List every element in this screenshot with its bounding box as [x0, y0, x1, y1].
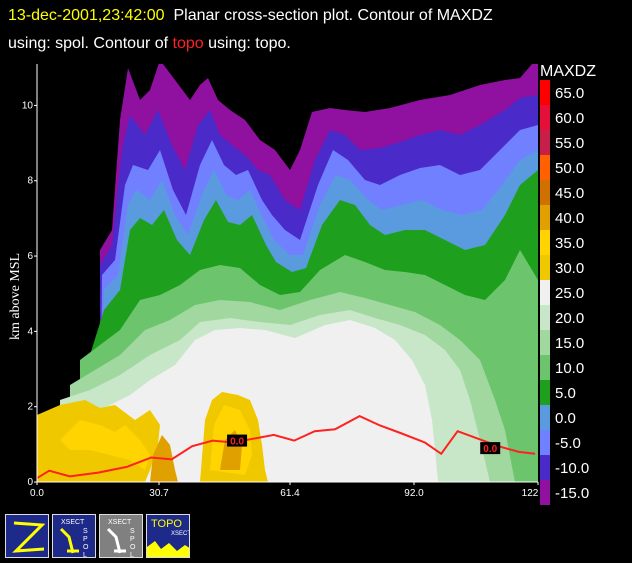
topo-contour-label: 0.0: [230, 437, 244, 448]
legend-label: 30.0: [555, 260, 584, 277]
legend-swatch: [540, 180, 550, 205]
x-tick-label: 92.0: [404, 488, 424, 499]
legend-swatch: [540, 80, 550, 105]
topo-line: [36, 414, 536, 480]
svg-text:O: O: [83, 544, 89, 551]
plot-title-line-1: 13-dec-2001,23:42:00 Planar cross-sectio…: [8, 7, 493, 25]
zoom-icon: [12, 521, 46, 553]
legend-label: 25.0: [555, 285, 584, 302]
band-35-left: [60, 420, 150, 470]
zoom-button[interactable]: [5, 514, 49, 558]
topo-contour-label: 0.0: [483, 444, 497, 455]
topo-icon: TOPO XSECT: [147, 518, 190, 557]
title-text-b: using: topo.: [203, 35, 291, 52]
legend-swatch: [540, 230, 550, 255]
legend-label: 35.0: [555, 235, 584, 252]
svg-text:S: S: [83, 528, 88, 535]
svg-text:O: O: [130, 544, 136, 551]
plot-title-line-2: using: spol. Contour of topo using: topo…: [8, 35, 291, 53]
radar-xsect-icon: XSECT S P O L: [106, 519, 136, 558]
xsect-spol-button-2[interactable]: XSECT S P O L: [99, 514, 143, 558]
legend-label: 45.0: [555, 185, 584, 202]
legend-swatch: [540, 280, 550, 305]
x-tick-label: 30.7: [149, 488, 169, 499]
y-tick-label: 6: [27, 251, 33, 262]
legend-label: 15.0: [555, 335, 584, 352]
legend-label: 0.0: [555, 410, 576, 427]
timestamp: 13-dec-2001,23:42:00: [8, 7, 165, 24]
svg-text:XSECT: XSECT: [108, 519, 132, 526]
legend-label: 5.0: [555, 385, 576, 402]
legend-title: MAXDZ: [540, 63, 596, 80]
svg-text:P: P: [130, 536, 135, 543]
legend-swatch: [540, 355, 550, 380]
svg-text:XSECT: XSECT: [61, 519, 85, 526]
y-tick-label: 10: [22, 100, 34, 111]
y-tick-label: 4: [27, 326, 33, 337]
legend-swatch: [540, 455, 550, 480]
legend-label: -5.0: [555, 435, 581, 452]
legend-swatch: [540, 105, 550, 130]
legend-swatch: [540, 380, 550, 405]
legend-swatch: [540, 255, 550, 280]
radar-xsect-icon: XSECT S P O L: [59, 519, 89, 558]
x-tick-label: 122: [522, 488, 539, 499]
legend-swatch: [540, 330, 550, 355]
topo-label-box: [480, 442, 501, 455]
svg-text:S: S: [130, 528, 135, 535]
topo-label-box: [227, 434, 248, 447]
y-axis-label: km above MSL: [8, 253, 23, 340]
legend-swatch: [540, 155, 550, 180]
legend-swatch: [540, 480, 550, 505]
legend-label: -15.0: [555, 485, 589, 502]
title-text: Planar cross-section plot. Contour of MA…: [173, 7, 493, 24]
legend-label: 10.0: [555, 360, 584, 377]
topo-label: topo: [172, 35, 204, 52]
legend-label: 50.0: [555, 160, 584, 177]
y-tick-label: 0: [27, 477, 33, 488]
y-tick-label: 2: [27, 402, 33, 413]
x-tick-label: 0.0: [30, 488, 44, 499]
legend-swatch: [540, 430, 550, 455]
legend-swatch: [540, 205, 550, 230]
legend-swatch: [540, 130, 550, 155]
y-tick-label: 8: [27, 176, 33, 187]
svg-text:L: L: [130, 552, 134, 558]
legend-label: 55.0: [555, 135, 584, 152]
topo-xsect-button[interactable]: TOPO XSECT: [146, 514, 190, 558]
svg-text:L: L: [83, 552, 87, 558]
legend-swatch: [540, 405, 550, 430]
svg-text:XSECT: XSECT: [171, 531, 190, 537]
svg-text:TOPO: TOPO: [151, 518, 182, 530]
title-text-a: using: spol. Contour of: [8, 35, 173, 52]
legend-swatch: [540, 305, 550, 330]
legend-label: 40.0: [555, 210, 584, 227]
legend-label: 60.0: [555, 110, 584, 127]
x-tick-label: 61.4: [280, 488, 300, 499]
xsect-spol-button-1[interactable]: XSECT S P O L: [52, 514, 96, 558]
legend-label: 65.0: [555, 85, 584, 102]
legend-label: 20.0: [555, 310, 584, 327]
legend-label: -10.0: [555, 460, 589, 477]
svg-text:P: P: [83, 536, 88, 543]
